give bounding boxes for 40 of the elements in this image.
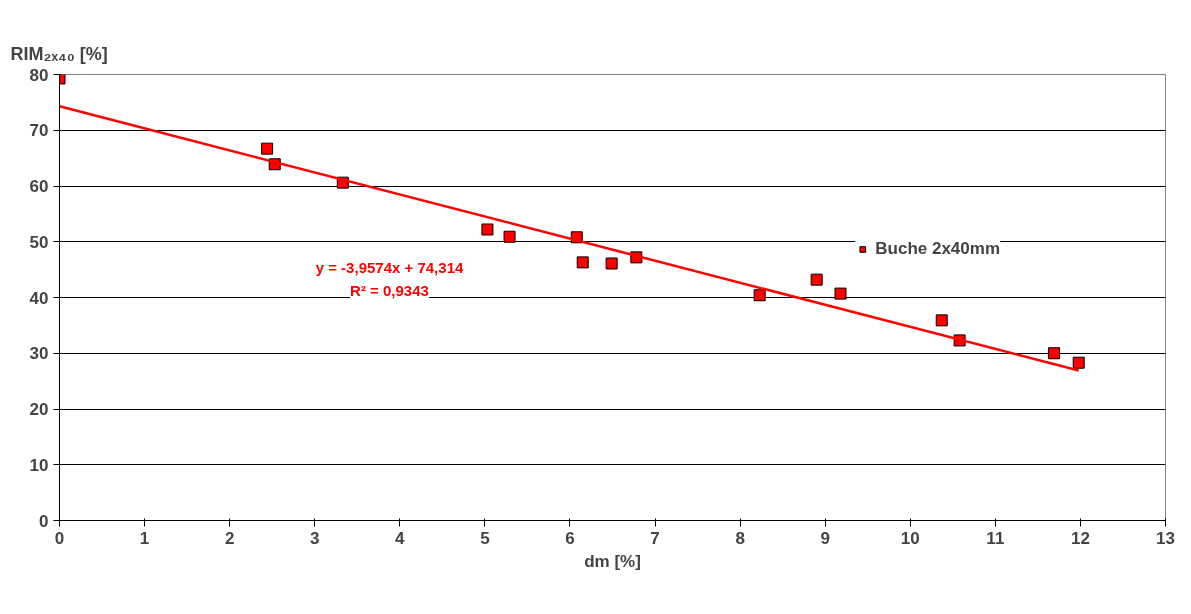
y-tick-label: 20 <box>29 400 49 419</box>
x-tick-label: 4 <box>395 528 406 548</box>
point <box>261 142 274 155</box>
x-tick-label: 8 <box>735 528 745 548</box>
point <box>953 334 966 347</box>
x-axis-title: dm [%] <box>584 551 641 571</box>
point <box>576 256 589 269</box>
point <box>834 287 847 300</box>
x-tick-label: 10 <box>900 528 920 548</box>
y-tick-label: 30 <box>29 344 49 364</box>
point <box>753 289 766 302</box>
point <box>503 230 516 243</box>
x-tick-label: 6 <box>565 528 575 548</box>
x-tick-label: 5 <box>480 528 490 548</box>
y-tick-label: 80 <box>29 65 49 85</box>
x-tick-label: 12 <box>1070 528 1090 548</box>
x-tick-label: 7 <box>650 528 660 548</box>
y-tick-label: 10 <box>29 455 49 475</box>
x-tick-label: 9 <box>820 528 830 548</box>
y-axis-title: RIM₂ₓ₄₀ [%] <box>10 43 108 64</box>
point <box>1072 356 1085 369</box>
point <box>810 273 823 286</box>
y-tick-label: 0 <box>39 511 49 531</box>
y-tick-label: 60 <box>29 177 49 196</box>
x-tick-label: 2 <box>224 528 235 548</box>
x-tick-label: 1 <box>139 528 150 548</box>
x-tick-label: 0 <box>54 528 65 548</box>
annotation: y = -3,9574x + 74,314 <box>315 258 464 276</box>
x-tick-label: 3 <box>310 528 320 548</box>
y-tick-label: 70 <box>29 121 49 141</box>
x-tick-label: 13 <box>1156 528 1175 548</box>
y-tick-label: 40 <box>29 288 49 308</box>
point <box>1048 347 1061 360</box>
x-tick-label: 11 <box>986 528 1005 548</box>
point <box>481 223 494 236</box>
annotation: R² = 0,9343 <box>350 281 429 299</box>
point <box>935 314 948 327</box>
y-tick-label: 50 <box>29 232 49 252</box>
legend-label: Buche 2x40mm <box>875 239 1000 259</box>
point <box>605 257 618 270</box>
